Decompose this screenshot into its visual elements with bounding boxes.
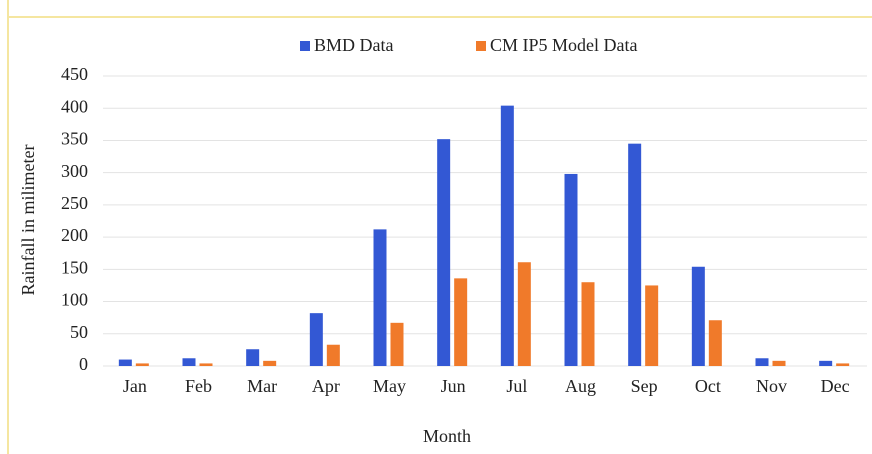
bar bbox=[708, 320, 722, 366]
bar bbox=[118, 359, 132, 366]
bar bbox=[691, 266, 705, 366]
bar bbox=[772, 360, 786, 366]
x-tick-label: Jan bbox=[123, 376, 147, 396]
bar bbox=[246, 349, 260, 366]
x-axis-title: Month bbox=[423, 426, 471, 446]
x-tick-label: Dec bbox=[821, 376, 850, 396]
y-tick-label: 300 bbox=[61, 161, 88, 181]
x-tick-label: Sep bbox=[631, 376, 658, 396]
y-tick-label: 50 bbox=[70, 322, 88, 342]
legend-label: CM IP5 Model Data bbox=[490, 35, 638, 55]
bar bbox=[628, 143, 642, 366]
legend-label: BMD Data bbox=[314, 35, 394, 55]
x-tick-label: May bbox=[373, 376, 406, 396]
bar bbox=[182, 358, 196, 366]
bar bbox=[437, 139, 451, 366]
bar bbox=[581, 282, 595, 366]
y-tick-label: 350 bbox=[61, 129, 88, 149]
bar bbox=[309, 313, 323, 366]
bar bbox=[836, 363, 850, 366]
bar bbox=[263, 360, 277, 366]
bar bbox=[517, 262, 531, 366]
bar bbox=[819, 360, 833, 366]
bar bbox=[755, 358, 769, 366]
x-tick-label: Feb bbox=[185, 376, 212, 396]
y-tick-label: 150 bbox=[61, 257, 88, 277]
bar bbox=[645, 285, 659, 366]
y-tick-label: 100 bbox=[61, 290, 88, 310]
y-tick-label: 200 bbox=[61, 225, 88, 245]
legend-swatch bbox=[300, 41, 310, 51]
x-tick-label: Nov bbox=[756, 376, 787, 396]
bar bbox=[390, 322, 404, 366]
x-tick-label: Aug bbox=[565, 376, 596, 396]
bar bbox=[564, 173, 578, 366]
bar bbox=[135, 363, 149, 366]
bar bbox=[373, 229, 387, 366]
x-tick-label: Jul bbox=[506, 376, 527, 396]
y-tick-label: 450 bbox=[61, 64, 88, 84]
x-tick-label: Mar bbox=[247, 376, 277, 396]
bar bbox=[326, 344, 340, 366]
y-axis-title: Rainfall in milimeter bbox=[18, 145, 38, 296]
legend-swatch bbox=[476, 41, 486, 51]
x-tick-label: Apr bbox=[312, 376, 340, 396]
y-tick-label: 250 bbox=[61, 193, 88, 213]
x-tick-label: Oct bbox=[695, 376, 721, 396]
bar bbox=[500, 105, 514, 367]
y-tick-label: 0 bbox=[79, 354, 88, 374]
x-tick-label: Jun bbox=[441, 376, 466, 396]
bar bbox=[199, 363, 213, 366]
y-tick-label: 400 bbox=[61, 96, 88, 116]
bar bbox=[454, 278, 468, 366]
